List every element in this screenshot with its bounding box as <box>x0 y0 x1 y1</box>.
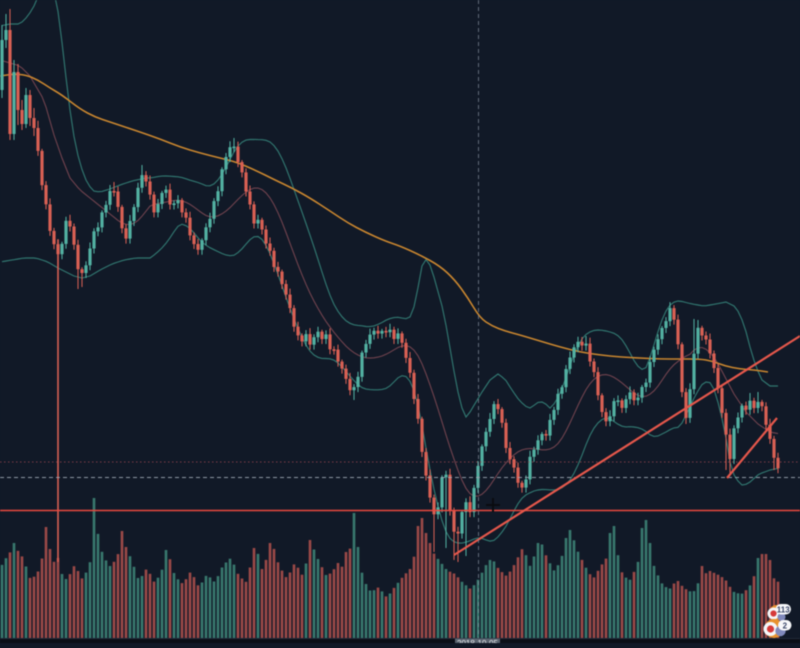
svg-text:113: 113 <box>777 605 790 614</box>
svg-text:2018-10-05: 2018-10-05 <box>457 639 498 643</box>
svg-text:2: 2 <box>783 621 788 630</box>
